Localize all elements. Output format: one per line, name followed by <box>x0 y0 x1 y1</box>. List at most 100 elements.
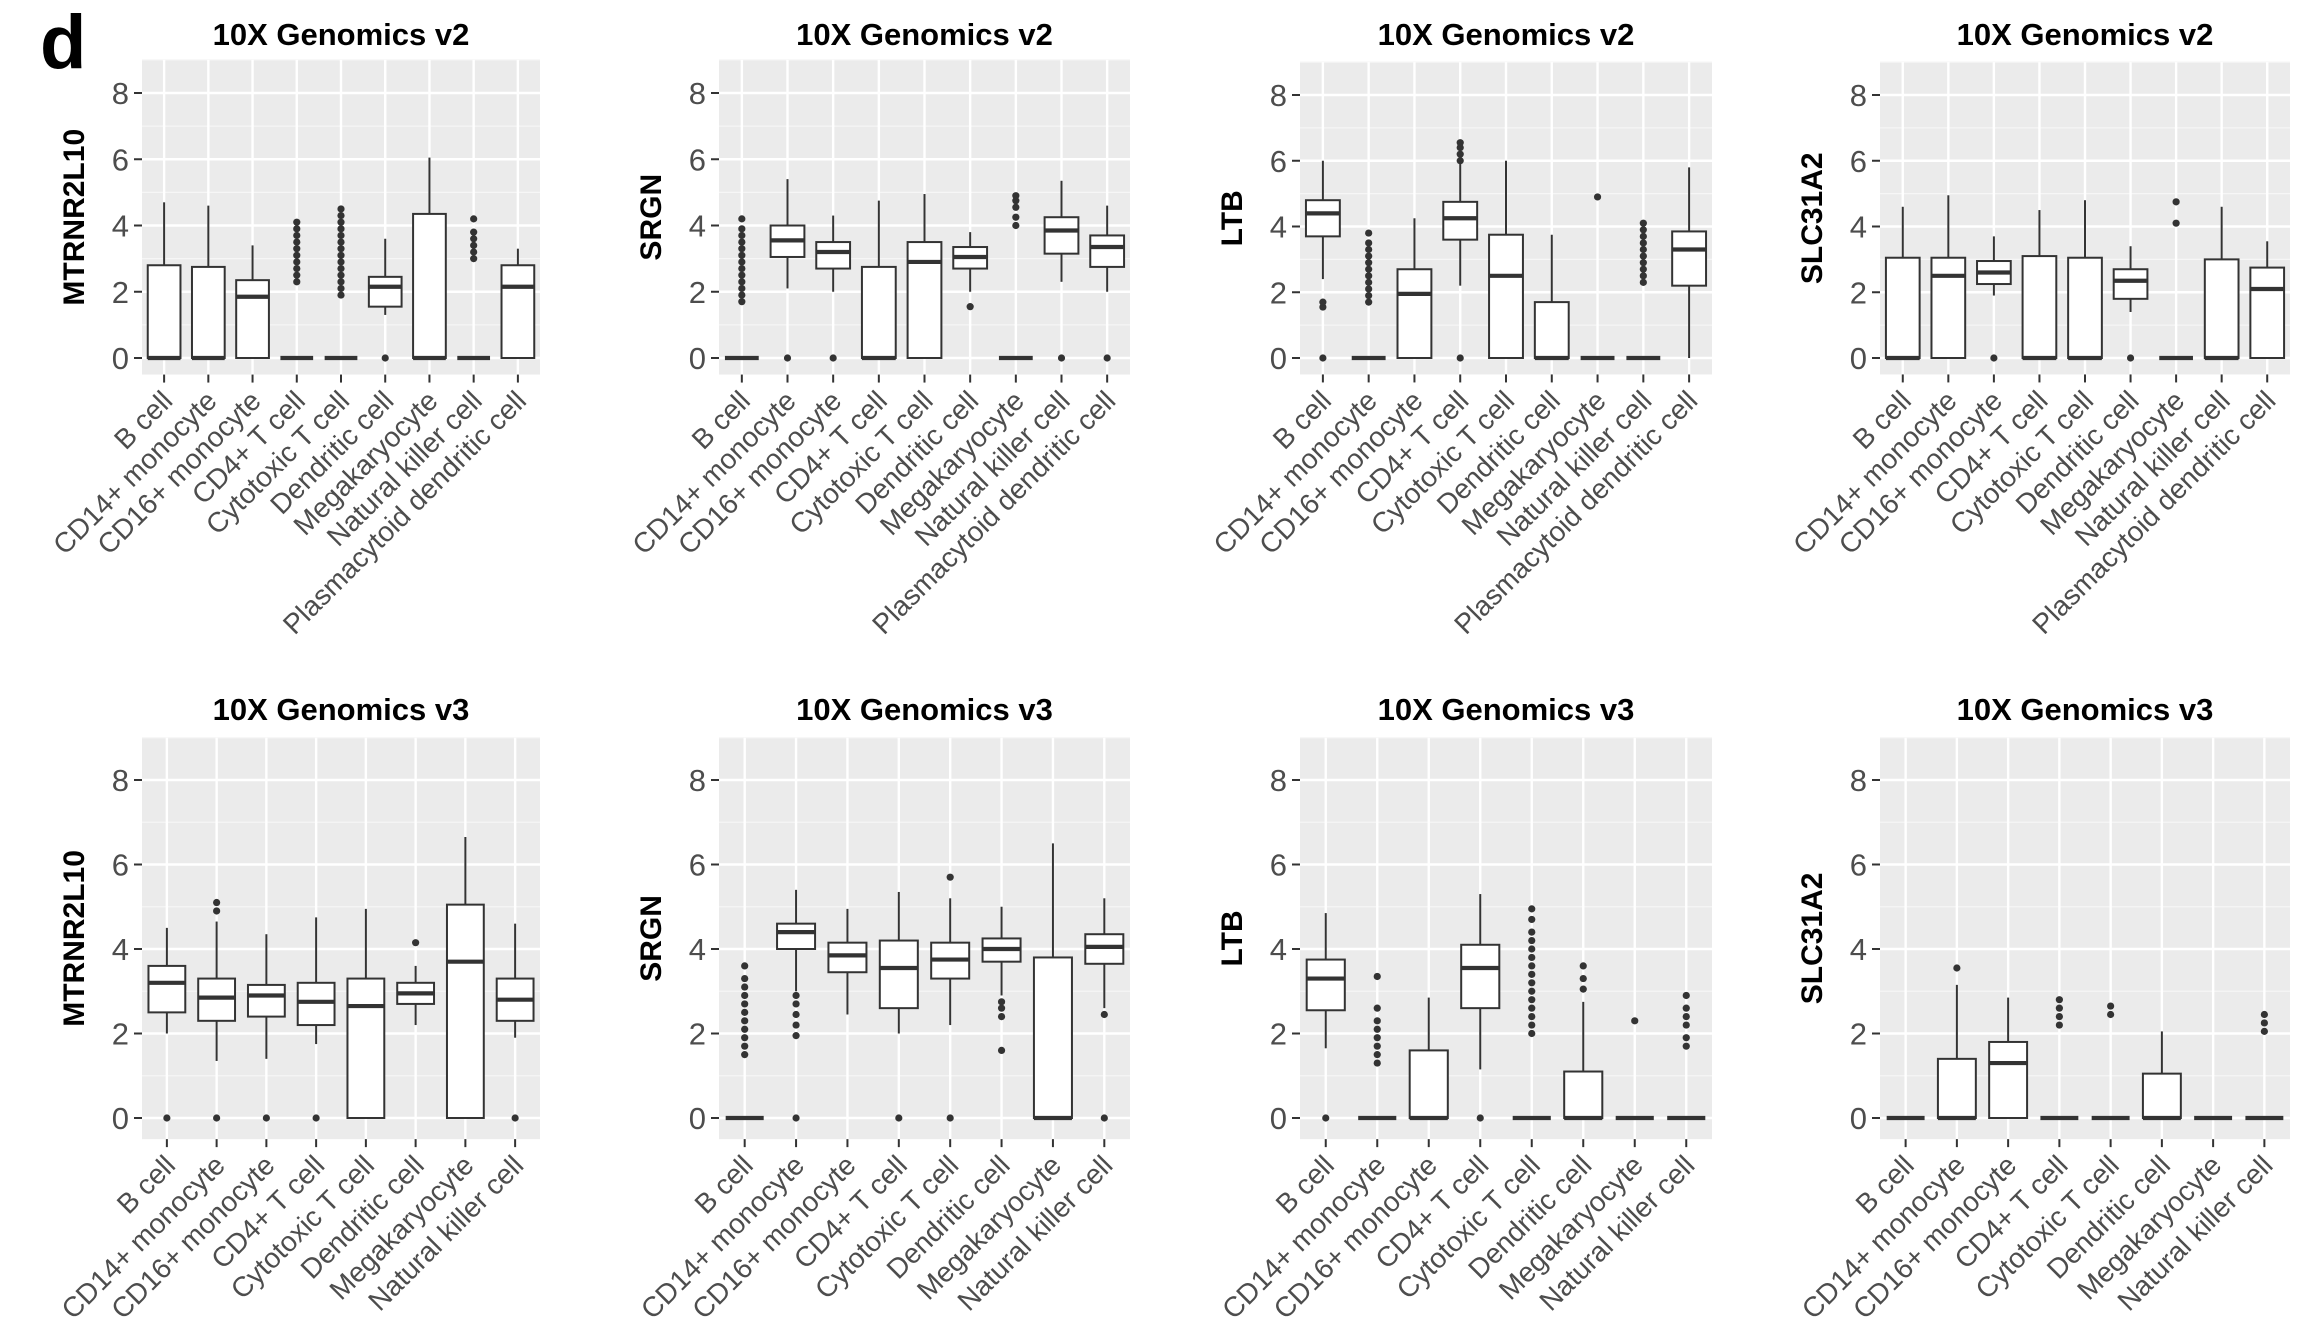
chart-title: 10X Genomics v2 <box>213 17 470 52</box>
y-tick-label: 8 <box>1850 78 1867 113</box>
box-body <box>1988 1040 2029 1119</box>
box-natural-killer-cell <box>1626 219 1661 361</box>
outlier-point <box>738 225 746 233</box>
outlier-point <box>1373 1051 1381 1059</box>
outlier-point <box>293 238 301 246</box>
outlier-point <box>337 271 345 279</box>
y-tick-label: 6 <box>689 142 706 177</box>
outlier-point <box>337 231 345 240</box>
outlier-point <box>1365 272 1373 280</box>
box-dendritic-cell <box>952 232 989 311</box>
box-body <box>1563 1070 1604 1120</box>
box-cd4-t-cell <box>296 917 336 1122</box>
outlier-point <box>2055 1021 2063 1029</box>
outlier-point <box>1682 1013 1690 1021</box>
outlier-point <box>1365 245 1373 254</box>
box-cytotoxic-t-cell <box>2067 200 2103 361</box>
outlier-point <box>1012 203 1020 211</box>
y-tick-label: 0 <box>689 1101 706 1136</box>
outlier-point <box>741 962 749 970</box>
outlier-point <box>337 284 345 293</box>
outlier-point <box>741 983 749 991</box>
outlier-point <box>293 264 301 273</box>
outlier-point <box>1682 1004 1690 1012</box>
outlier-point <box>792 1010 800 1019</box>
outlier-point <box>2260 1019 2268 1027</box>
y-tick-label: 0 <box>112 1101 129 1136</box>
outlier-point <box>381 354 389 362</box>
box-body <box>1089 234 1126 268</box>
outlier-point <box>293 271 301 279</box>
chart-title: 10X Genomics v3 <box>1957 692 2214 727</box>
outlier-point <box>792 1021 800 1029</box>
outlier-point <box>738 291 746 299</box>
box-b-cell <box>1884 206 1921 361</box>
y-tick-label: 2 <box>1270 1017 1287 1052</box>
box-cd4-t-cell <box>1460 894 1501 1122</box>
outlier-point <box>997 1013 1006 1021</box>
box-body <box>878 939 919 1010</box>
y-tick-label: 8 <box>112 763 129 798</box>
outlier-point <box>1103 354 1111 362</box>
box-megakaryocyte <box>1580 193 1615 361</box>
outlier-point <box>1528 928 1536 936</box>
box-dendritic-cell <box>367 238 403 362</box>
outlier-point <box>1528 987 1536 995</box>
box-body <box>1032 956 1073 1120</box>
y-tick-label: 8 <box>689 76 706 111</box>
box-body <box>860 265 897 359</box>
y-axis-label: MTRNR2L10 <box>58 129 91 306</box>
outlier-point <box>1990 354 1998 362</box>
outlier-point <box>1365 229 1373 237</box>
outlier-point <box>829 354 837 362</box>
box-natural-killer-cell <box>457 215 491 361</box>
box-cd16-monocyte <box>246 934 286 1122</box>
box-body <box>1460 943 1501 1010</box>
outlier-point <box>337 205 345 213</box>
outlier-point <box>741 974 749 983</box>
outlier-point <box>1639 226 1647 234</box>
y-tick-label: 2 <box>112 1017 129 1052</box>
outlier-point <box>946 873 954 881</box>
box-cd14-monocyte <box>1351 229 1386 361</box>
box-body <box>1936 1057 1977 1119</box>
outlier-point <box>1365 252 1373 260</box>
y-tick-label: 0 <box>1850 1101 1867 1136</box>
box-body <box>2067 256 2103 360</box>
chart-title: 10X Genomics v2 <box>1957 17 2214 52</box>
outlier-point <box>792 1032 800 1040</box>
box-cd4-t-cell <box>878 891 919 1122</box>
outlier-point <box>738 215 746 223</box>
box-cytotoxic-t-cell <box>1488 160 1524 359</box>
y-tick-label: 8 <box>112 76 129 111</box>
box-megakaryocyte <box>1615 1017 1654 1121</box>
outlier-point <box>1456 354 1464 362</box>
outlier-point <box>1579 974 1587 983</box>
y-axis-label: SRGN <box>635 174 668 261</box>
outlier-point <box>2260 1010 2268 1019</box>
box-natural-killer-cell <box>1667 991 1706 1121</box>
box-body <box>1442 200 1479 241</box>
outlier-point <box>470 215 478 223</box>
box-dendritic-cell <box>1563 962 1604 1121</box>
outlier-point <box>1319 354 1327 362</box>
y-tick-label: 6 <box>112 848 129 883</box>
outlier-point <box>1373 1017 1381 1025</box>
box-body <box>2249 266 2286 359</box>
outlier-point <box>1682 1042 1690 1050</box>
outlier-point <box>783 354 792 362</box>
box-plasmacytoid-dendritic-cell <box>1089 205 1126 362</box>
outlier-point <box>2055 996 2063 1004</box>
outlier-point <box>1365 291 1373 300</box>
outlier-point <box>895 1114 903 1122</box>
box-body <box>1084 933 1125 965</box>
y-axis-label: MTRNR2L10 <box>58 850 91 1027</box>
outlier-point <box>1365 239 1373 247</box>
